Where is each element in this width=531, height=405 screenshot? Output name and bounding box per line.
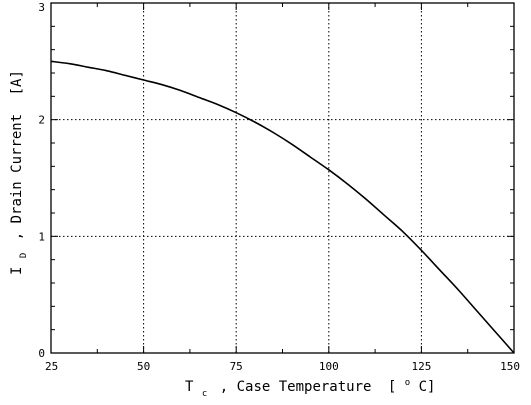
y-tick-label: 1: [38, 230, 45, 243]
y-axis-text: , Drain Current: [9, 114, 25, 240]
x-tick-label: 100: [319, 360, 339, 373]
y-axis-unit: [A]: [9, 70, 25, 95]
x-axis-text: , Case Temperature: [220, 379, 372, 395]
x-tick-label: 50: [137, 360, 150, 373]
x-tick-label: 150: [500, 360, 520, 373]
tick-marks: [50, 2, 515, 354]
x-axis-label: T c , Case Temperature [ o C]: [185, 373, 435, 400]
x-axis-subscript: c: [202, 389, 207, 399]
x-axis-unit: C]: [419, 379, 436, 395]
x-axis-symbol: T: [185, 379, 194, 395]
y-tick-label: 2: [38, 114, 45, 127]
plot-frame: [50, 2, 515, 354]
y-axis-label: I D , Drain Current [A]: [9, 70, 30, 275]
x-tick-label: 125: [411, 360, 431, 373]
y-tick-label: 3: [38, 1, 45, 14]
grid-lines: [51, 3, 514, 353]
x-axis-unit-open: [: [388, 379, 396, 395]
y-axis-symbol: I: [9, 267, 25, 275]
x-tick-label: 75: [230, 360, 243, 373]
y-tick-label: 0: [38, 347, 45, 360]
x-tick-label: 25: [45, 360, 58, 373]
drain-current-curve: [50, 60, 515, 354]
y-axis-subscript: D: [19, 253, 29, 258]
x-axis-unit-sup: o: [405, 378, 410, 388]
tick-labels: 25 50 75 100 125 150 0 1 2 3: [38, 1, 520, 373]
